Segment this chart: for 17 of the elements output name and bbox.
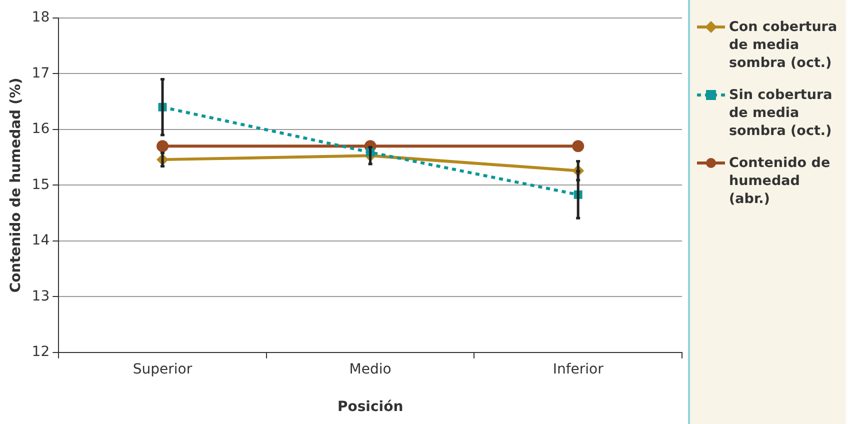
y-tick-label: 13: [32, 288, 50, 304]
x-tick-label: Medio: [349, 361, 392, 378]
y-tick-label: 15: [32, 176, 50, 193]
y-axis-title: Contenido de humedad (%): [8, 78, 24, 293]
point: [156, 140, 169, 152]
y-tick-label: 17: [32, 65, 50, 82]
x-tick-label: Inferior: [552, 361, 604, 378]
legend-label: Sin cobertura de media sombra (oct.): [729, 86, 834, 140]
y-tick-label: 14: [32, 232, 50, 249]
x-axis-title: Posición: [337, 399, 404, 416]
point: [572, 140, 584, 152]
y-tick-label: 12: [32, 344, 50, 360]
x-tick-label: Superior: [132, 361, 192, 378]
legend-label: Con cobertura de media sombra (oct.): [729, 18, 838, 72]
y-tick-label: 18: [32, 10, 50, 26]
legend-label: Contenido de humedad (abr.): [729, 154, 832, 208]
y-tick-label: 16: [32, 121, 50, 138]
